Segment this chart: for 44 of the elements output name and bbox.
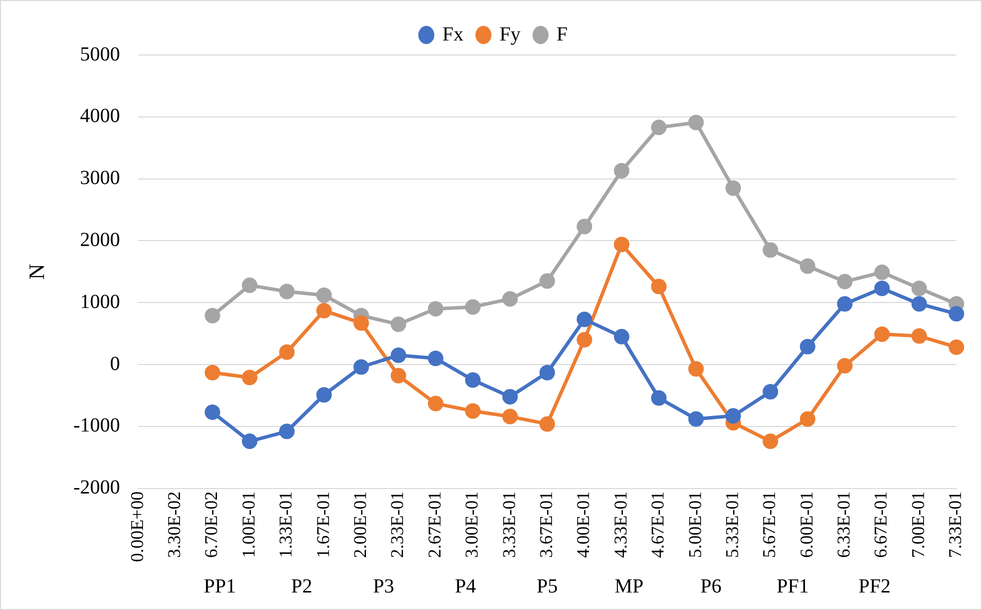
x-tick-label: 3.30E-02	[164, 491, 184, 558]
x-tick-label: 1.67E-01	[312, 491, 333, 558]
x-tick-label: 6.70E-02	[201, 491, 222, 558]
text: P5	[536, 575, 558, 598]
x-tick-label: 7.33E-01	[945, 491, 966, 558]
y-tick-label: 3000	[80, 167, 120, 190]
y-tick-label: 5000	[80, 43, 120, 66]
text: P2	[291, 575, 312, 598]
legend-label: F	[556, 23, 568, 46]
text: PF2	[858, 575, 891, 598]
x-tick-label: 6.00E-01	[796, 491, 816, 558]
y-tick-label: -1000	[73, 414, 120, 437]
x-tick-label: 4.00E-01	[573, 491, 594, 558]
x-tick-label: 3.67E-01	[536, 491, 556, 558]
x-tick-label: 1.33E-01	[276, 491, 296, 558]
x-tick-label: 2.33E-01	[387, 491, 408, 558]
x-tick-label: 2.00E-01	[350, 491, 370, 558]
y-tick-label: 2000	[80, 228, 120, 251]
x-tick-label: 5.67E-01	[759, 491, 780, 558]
text: MP	[614, 575, 644, 598]
y-tick-label: 0	[110, 352, 120, 375]
y-tick-label: 1000	[80, 290, 120, 313]
x-tick-label: 3.33E-01	[498, 491, 519, 558]
text: P3	[373, 575, 394, 598]
x-tick-label: 0.00E+00	[126, 491, 147, 562]
y-axis-title: N	[24, 264, 49, 280]
x-tick-label: 4.67E-01	[648, 491, 668, 558]
x-tick-label: 6.67E-01	[870, 491, 891, 558]
x-tick-label: 7.00E-01	[908, 491, 928, 558]
legend-label: Fy	[499, 23, 521, 46]
text: PF1	[776, 575, 809, 598]
y-tick-label: 4000	[80, 105, 120, 128]
y-tick-label: -2000	[73, 476, 120, 499]
x-tick-label: 1.00E-01	[238, 491, 258, 558]
x-tick-label: 6.33E-01	[834, 491, 854, 558]
x-tick-label: 4.33E-01	[610, 491, 630, 558]
x-tick-label: 5.33E-01	[722, 491, 742, 558]
legend-label: Fx	[442, 23, 464, 46]
text: P4	[454, 575, 476, 598]
x-tick-label: 5.00E-01	[684, 491, 705, 558]
text: PP1	[204, 575, 236, 598]
text: P6	[700, 575, 722, 598]
x-tick-label: 2.67E-01	[424, 491, 444, 558]
x-tick-label: 3.00E-01	[462, 491, 482, 558]
